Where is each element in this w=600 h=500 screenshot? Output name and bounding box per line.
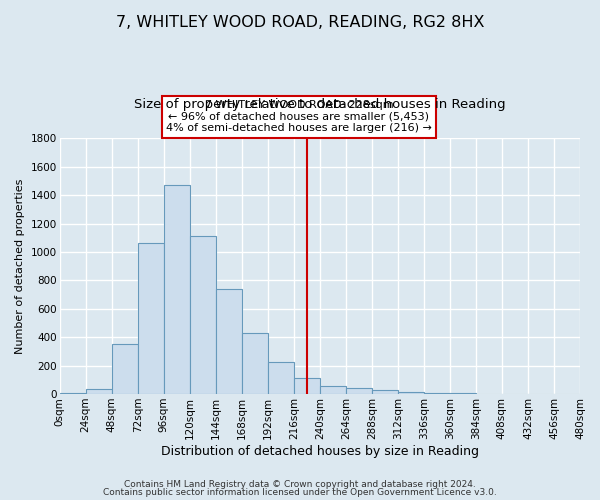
Bar — [216, 289, 242, 394]
Y-axis label: Number of detached properties: Number of detached properties — [15, 178, 25, 354]
Bar — [242, 332, 268, 394]
Bar — [424, 393, 450, 394]
Bar — [346, 388, 372, 394]
X-axis label: Distribution of detached houses by size in Reading: Distribution of detached houses by size … — [161, 444, 479, 458]
Bar — [372, 390, 398, 394]
Text: 7 WHITLEY WOOD ROAD: 228sqm
← 96% of detached houses are smaller (5,453)
4% of s: 7 WHITLEY WOOD ROAD: 228sqm ← 96% of det… — [166, 100, 432, 134]
Bar — [320, 386, 346, 394]
Bar — [86, 389, 112, 394]
Bar — [190, 236, 216, 394]
Bar — [294, 378, 320, 394]
Text: Contains HM Land Registry data © Crown copyright and database right 2024.: Contains HM Land Registry data © Crown c… — [124, 480, 476, 489]
Bar — [398, 392, 424, 394]
Text: 7, WHITLEY WOOD ROAD, READING, RG2 8HX: 7, WHITLEY WOOD ROAD, READING, RG2 8HX — [116, 15, 484, 30]
Bar — [112, 344, 137, 394]
Bar — [59, 392, 86, 394]
Title: Size of property relative to detached houses in Reading: Size of property relative to detached ho… — [134, 98, 506, 111]
Bar — [268, 362, 294, 394]
Bar — [137, 243, 164, 394]
Bar — [164, 186, 190, 394]
Text: Contains public sector information licensed under the Open Government Licence v3: Contains public sector information licen… — [103, 488, 497, 497]
